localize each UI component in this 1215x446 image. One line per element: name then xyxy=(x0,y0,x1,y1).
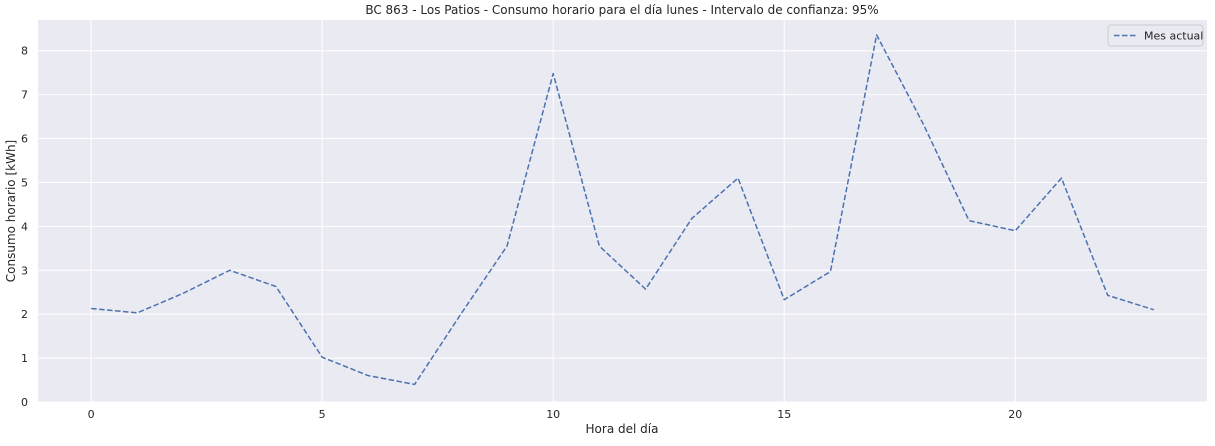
grid-lines xyxy=(38,20,1207,403)
x-tick-label: 10 xyxy=(546,408,560,421)
y-tick-label: 1 xyxy=(21,352,28,365)
y-tick-label: 8 xyxy=(21,45,28,58)
x-tick-label: 20 xyxy=(1008,408,1022,421)
y-tick-label: 2 xyxy=(21,308,28,321)
x-tick-label: 0 xyxy=(88,408,95,421)
y-tick-label: 7 xyxy=(21,89,28,102)
y-tick-label: 6 xyxy=(21,133,28,146)
series-line-mes-actual xyxy=(91,34,1155,386)
legend-box xyxy=(1107,24,1204,47)
series-lines xyxy=(91,34,1155,386)
tick-labels: 0 1 2 3 4 5 6 7 8 0 5 10 15 20 xyxy=(21,45,1022,421)
y-tick-label: 5 xyxy=(21,176,28,189)
y-axis-label: Consumo horario [kWh] xyxy=(4,140,18,282)
plot-background xyxy=(38,20,1207,402)
legend: Mes actual xyxy=(1107,24,1204,47)
x-tick-label: 15 xyxy=(777,408,791,421)
legend-label-mes-actual: Mes actual xyxy=(1144,30,1203,43)
y-tick-label: 4 xyxy=(21,220,28,233)
x-tick-label: 5 xyxy=(319,408,326,421)
y-tick-label: 0 xyxy=(21,396,28,409)
x-axis-label: Hora del día xyxy=(586,422,659,436)
y-tick-label: 3 xyxy=(21,264,28,277)
chart-title: BC 863 - Los Patios - Consumo horario pa… xyxy=(365,3,878,17)
